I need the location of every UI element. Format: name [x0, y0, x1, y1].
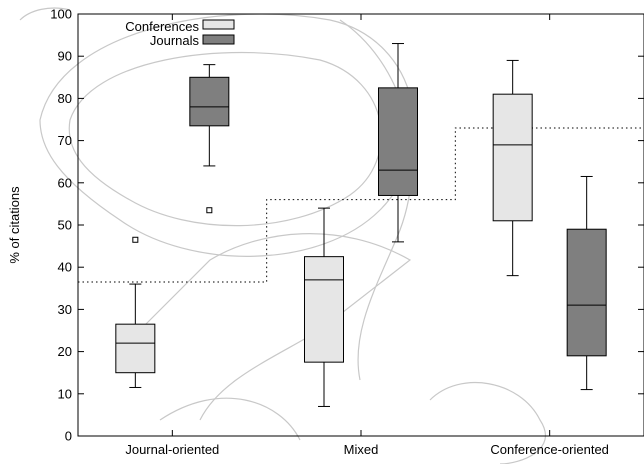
box-journals-journal-oriented [189, 76, 230, 127]
legend-swatch-journals [202, 34, 235, 45]
x-tick-label: Mixed [344, 442, 379, 457]
legend-swatch-conferences [202, 19, 235, 30]
reference-line [78, 127, 644, 283]
y-tick-label: 100 [50, 7, 72, 22]
box-conferences-journal-oriented [115, 323, 156, 374]
y-axis-title: % of citations [7, 186, 22, 264]
legend-label-journals: Journals [150, 33, 200, 48]
y-tick-label: 60 [58, 175, 72, 190]
legend-label-conferences: Conferences [125, 19, 199, 34]
y-tick-label: 30 [58, 302, 72, 317]
y-tick-label: 20 [58, 344, 72, 359]
y-tick-label: 10 [58, 386, 72, 401]
box-journals-conference-oriented [566, 228, 607, 357]
legend: Conferences Journals [125, 19, 235, 48]
box-conferences-mixed [304, 256, 344, 363]
plot-frame [77, 13, 644, 437]
y-tick-label: 0 [65, 429, 72, 444]
x-tick-label: Conference-oriented [490, 442, 609, 457]
outlier-point [206, 207, 213, 214]
y-tick-label: 90 [58, 49, 72, 64]
plot-layer: 0 10 20 30 40 50 60 70 80 90 100 Journal-oriented Mi… [50, 7, 644, 457]
x-tick-label: Journal-oriented [125, 442, 219, 457]
watermark-layer [19, 7, 547, 464]
outlier-point [132, 236, 139, 243]
box-journals-mixed [378, 87, 418, 196]
box-conferences-conference-oriented [492, 93, 533, 222]
y-tick-label: 40 [58, 260, 72, 275]
y-tick-label: 70 [58, 133, 72, 148]
y-tick-label: 50 [58, 218, 72, 233]
y-tick-label: 80 [58, 91, 72, 106]
